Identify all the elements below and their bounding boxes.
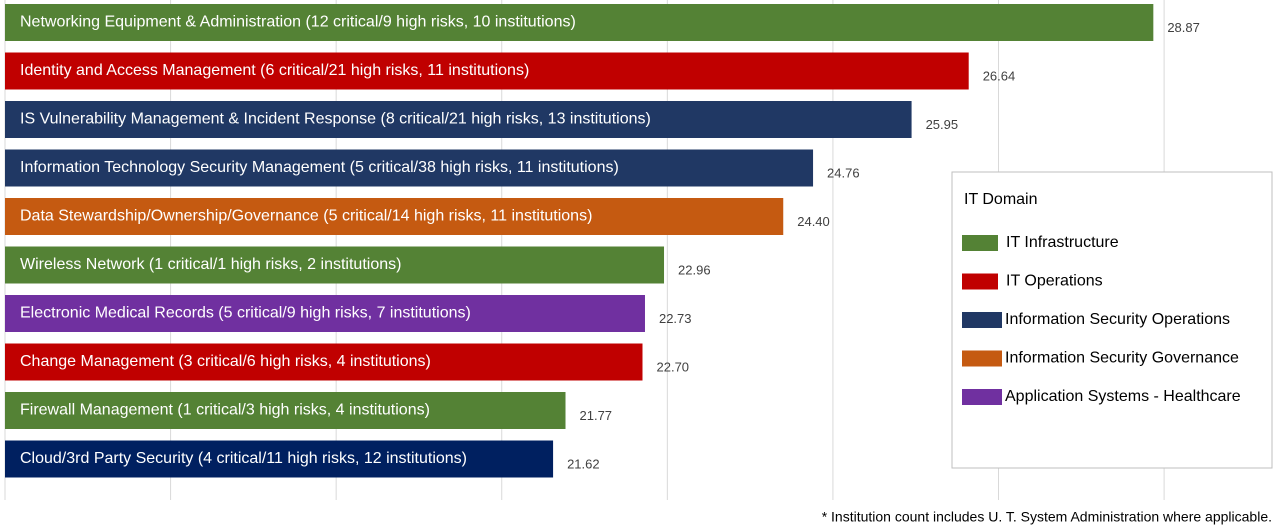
bar-label: Data Stewardship/Ownership/Governance (5… xyxy=(20,208,592,225)
value-label: 22.70 xyxy=(657,359,690,374)
legend: IT Domain IT Infrastructure IT Operations I… xyxy=(951,171,1273,469)
bar-label: Change Management (3 critical/6 high ris… xyxy=(20,353,431,370)
bar xyxy=(5,149,814,187)
bar-label: Electronic Medical Records (5 critical/9… xyxy=(20,305,471,322)
legend-swatch xyxy=(962,389,1002,405)
bar xyxy=(5,440,554,478)
value-label: 21.62 xyxy=(567,456,600,471)
bar-label: Cloud/3rd Party Security (4 critical/11 … xyxy=(20,450,467,467)
plot: Networking Equipment & Administration (1… xyxy=(4,0,1273,500)
legend-label: IT Operations xyxy=(1006,273,1103,290)
footnote: * Institution count includes U. T. Syste… xyxy=(822,509,1272,525)
legend-swatch xyxy=(962,273,998,290)
bar-label: Firewall Management (1 critical/3 high r… xyxy=(20,402,430,419)
legend-label: Information Security Governance xyxy=(1005,350,1239,367)
value-label: 21.77 xyxy=(580,408,613,423)
legend-label: Information Security Operations xyxy=(1005,311,1230,328)
value-label: 25.95 xyxy=(926,117,959,132)
bar-label: Identity and Access Management (6 critic… xyxy=(20,62,529,79)
value-label: 22.73 xyxy=(659,311,692,326)
bar xyxy=(5,295,645,332)
legend-label: IT Infrastructure xyxy=(1006,234,1119,251)
legend-label: Application Systems - Healthcare xyxy=(1005,388,1241,405)
bar xyxy=(5,246,665,284)
legend-box xyxy=(951,171,1273,469)
legend-swatch xyxy=(962,312,1002,328)
legend-swatch xyxy=(962,350,1002,367)
bar xyxy=(5,392,566,429)
bar xyxy=(5,4,1154,41)
bar xyxy=(5,52,969,90)
value-label: 26.64 xyxy=(983,68,1016,83)
value-label: 24.40 xyxy=(797,214,830,229)
value-label: 22.96 xyxy=(678,262,711,277)
bar xyxy=(5,198,784,235)
bar-label: Wireless Network (1 critical/1 high risk… xyxy=(20,256,401,273)
bar-label: Information Technology Security Manageme… xyxy=(20,159,619,176)
value-label: 28.87 xyxy=(1167,20,1200,35)
bar xyxy=(5,101,912,138)
legend-title: IT Domain xyxy=(964,191,1038,208)
bar xyxy=(5,343,643,381)
bar-label: Networking Equipment & Administration (1… xyxy=(20,14,576,31)
legend-swatch xyxy=(962,235,998,251)
value-label: 24.76 xyxy=(827,165,860,180)
bar-label: IS Vulnerability Management & Incident R… xyxy=(20,111,651,128)
